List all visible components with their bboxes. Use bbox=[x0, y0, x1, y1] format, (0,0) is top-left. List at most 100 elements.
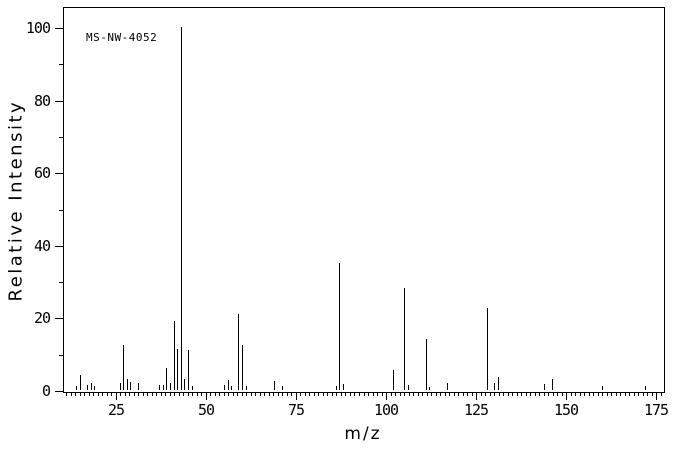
x-minor-tick bbox=[332, 392, 333, 396]
peak-line bbox=[544, 384, 545, 390]
peak-line bbox=[188, 350, 189, 390]
x-minor-tick bbox=[215, 392, 216, 396]
peak-line bbox=[408, 385, 409, 390]
x-minor-tick bbox=[530, 392, 531, 396]
y-major-tick bbox=[55, 101, 63, 102]
x-minor-tick bbox=[242, 392, 243, 396]
y-minor-tick bbox=[59, 64, 63, 65]
peak-line bbox=[224, 385, 225, 390]
x-minor-tick bbox=[314, 392, 315, 396]
x-minor-tick bbox=[287, 392, 288, 396]
x-minor-tick bbox=[634, 392, 635, 396]
x-minor-tick bbox=[629, 392, 630, 396]
x-minor-tick bbox=[395, 392, 396, 396]
peak-line bbox=[87, 385, 88, 390]
x-minor-tick bbox=[84, 392, 85, 396]
x-minor-tick bbox=[273, 392, 274, 396]
x-minor-tick bbox=[400, 392, 401, 396]
peak-line bbox=[181, 27, 182, 390]
peak-line bbox=[242, 345, 243, 390]
x-minor-tick bbox=[269, 392, 270, 396]
y-tick-label: 60 bbox=[33, 164, 51, 182]
x-major-tick bbox=[566, 392, 567, 400]
x-minor-tick bbox=[210, 392, 211, 396]
x-minor-tick bbox=[521, 392, 522, 396]
x-axis-title: m/z bbox=[344, 424, 382, 444]
x-minor-tick bbox=[309, 392, 310, 396]
x-minor-tick bbox=[71, 392, 72, 396]
y-minor-tick bbox=[59, 137, 63, 138]
x-minor-tick bbox=[616, 392, 617, 396]
x-minor-tick bbox=[156, 392, 157, 396]
x-minor-tick bbox=[413, 392, 414, 396]
x-minor-tick bbox=[580, 392, 581, 396]
peak-line bbox=[429, 387, 430, 390]
peak-line bbox=[138, 383, 139, 390]
x-minor-tick bbox=[544, 392, 545, 396]
x-minor-tick bbox=[490, 392, 491, 396]
x-minor-tick bbox=[143, 392, 144, 396]
x-tick-label: 175 bbox=[643, 401, 669, 419]
y-tick-label: 0 bbox=[41, 382, 51, 400]
x-minor-tick bbox=[625, 392, 626, 396]
y-major-tick bbox=[55, 246, 63, 247]
x-minor-tick bbox=[620, 392, 621, 396]
peak-line bbox=[163, 385, 164, 390]
y-axis-title: Relative Intensity bbox=[5, 99, 27, 302]
x-minor-tick bbox=[179, 392, 180, 396]
peak-line bbox=[238, 314, 239, 390]
peak-line bbox=[94, 386, 95, 390]
y-tick-label: 100 bbox=[25, 19, 51, 37]
peak-line bbox=[228, 380, 229, 390]
x-minor-tick bbox=[291, 392, 292, 396]
x-minor-tick bbox=[224, 392, 225, 396]
x-minor-tick bbox=[98, 392, 99, 396]
y-tick-label: 80 bbox=[33, 92, 51, 110]
x-minor-tick bbox=[472, 392, 473, 396]
x-minor-tick bbox=[391, 392, 392, 396]
y-major-tick bbox=[55, 318, 63, 319]
peak-line bbox=[404, 288, 405, 390]
x-minor-tick bbox=[188, 392, 189, 396]
x-minor-tick bbox=[382, 392, 383, 396]
x-minor-tick bbox=[404, 392, 405, 396]
x-minor-tick bbox=[638, 392, 639, 396]
y-major-tick bbox=[55, 173, 63, 174]
peak-line bbox=[645, 386, 646, 390]
x-minor-tick bbox=[494, 392, 495, 396]
x-minor-tick bbox=[170, 392, 171, 396]
x-minor-tick bbox=[125, 392, 126, 396]
x-minor-tick bbox=[345, 392, 346, 396]
y-major-tick bbox=[55, 391, 63, 392]
peak-line bbox=[192, 386, 193, 390]
x-minor-tick bbox=[219, 392, 220, 396]
x-minor-tick bbox=[607, 392, 608, 396]
x-minor-tick bbox=[602, 392, 603, 396]
x-major-tick bbox=[386, 392, 387, 400]
x-minor-tick bbox=[255, 392, 256, 396]
x-minor-tick bbox=[89, 392, 90, 396]
x-minor-tick bbox=[278, 392, 279, 396]
x-minor-tick bbox=[503, 392, 504, 396]
peak-line bbox=[246, 386, 247, 390]
x-minor-tick bbox=[364, 392, 365, 396]
x-minor-tick bbox=[427, 392, 428, 396]
x-minor-tick bbox=[327, 392, 328, 396]
x-minor-tick bbox=[584, 392, 585, 396]
x-tick-label: 100 bbox=[373, 401, 399, 419]
x-minor-tick bbox=[436, 392, 437, 396]
peak-line bbox=[130, 382, 131, 390]
peak-line bbox=[123, 345, 124, 390]
x-minor-tick bbox=[440, 392, 441, 396]
x-minor-tick bbox=[197, 392, 198, 396]
x-minor-tick bbox=[165, 392, 166, 396]
x-minor-tick bbox=[557, 392, 558, 396]
peak-line bbox=[184, 379, 185, 390]
y-tick-label: 40 bbox=[33, 237, 51, 255]
x-minor-tick bbox=[463, 392, 464, 396]
x-major-tick bbox=[656, 392, 657, 400]
x-minor-tick bbox=[75, 392, 76, 396]
x-minor-tick bbox=[467, 392, 468, 396]
x-minor-tick bbox=[66, 392, 67, 396]
x-minor-tick bbox=[458, 392, 459, 396]
